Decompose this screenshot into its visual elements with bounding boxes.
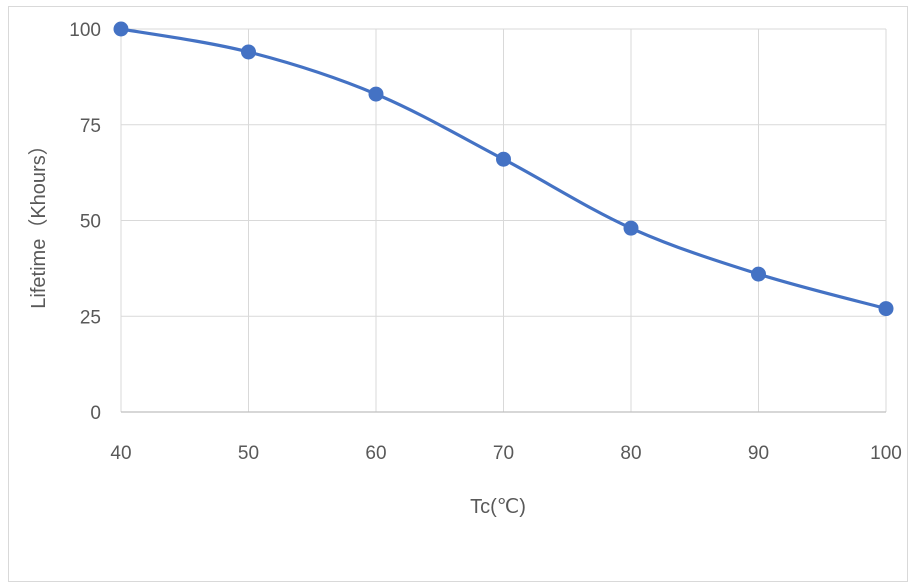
y-tick-label: 100 [69, 20, 101, 41]
data-point [368, 86, 384, 102]
y-tick-label: 25 [80, 307, 101, 328]
data-point [623, 220, 639, 236]
x-tick-label: 60 [365, 443, 386, 464]
data-point [751, 266, 766, 282]
x-tick-label: 80 [620, 443, 641, 464]
y-tick-label: 75 [80, 116, 101, 137]
series-layer [113, 21, 894, 317]
data-point [113, 21, 129, 37]
x-tick-label: 70 [493, 443, 514, 464]
data-point [496, 151, 511, 167]
y-tick-label: 50 [80, 212, 101, 233]
x-tick-label: 90 [748, 443, 769, 464]
grid-lines [120, 28, 887, 412]
y-tick-label: 0 [90, 403, 101, 424]
y-axis-title: Lifetime（Khours） [27, 135, 50, 308]
x-axis-title: Tc(℃) [470, 496, 526, 518]
x-tick-label: 50 [238, 443, 259, 464]
data-point [241, 44, 256, 60]
x-tick-label: 40 [110, 443, 131, 464]
data-point [878, 301, 894, 317]
tick-labels: 0 25 50 75 100 40 50 60 70 80 90 100 [69, 20, 902, 464]
x-tick-label: 100 [870, 443, 902, 464]
